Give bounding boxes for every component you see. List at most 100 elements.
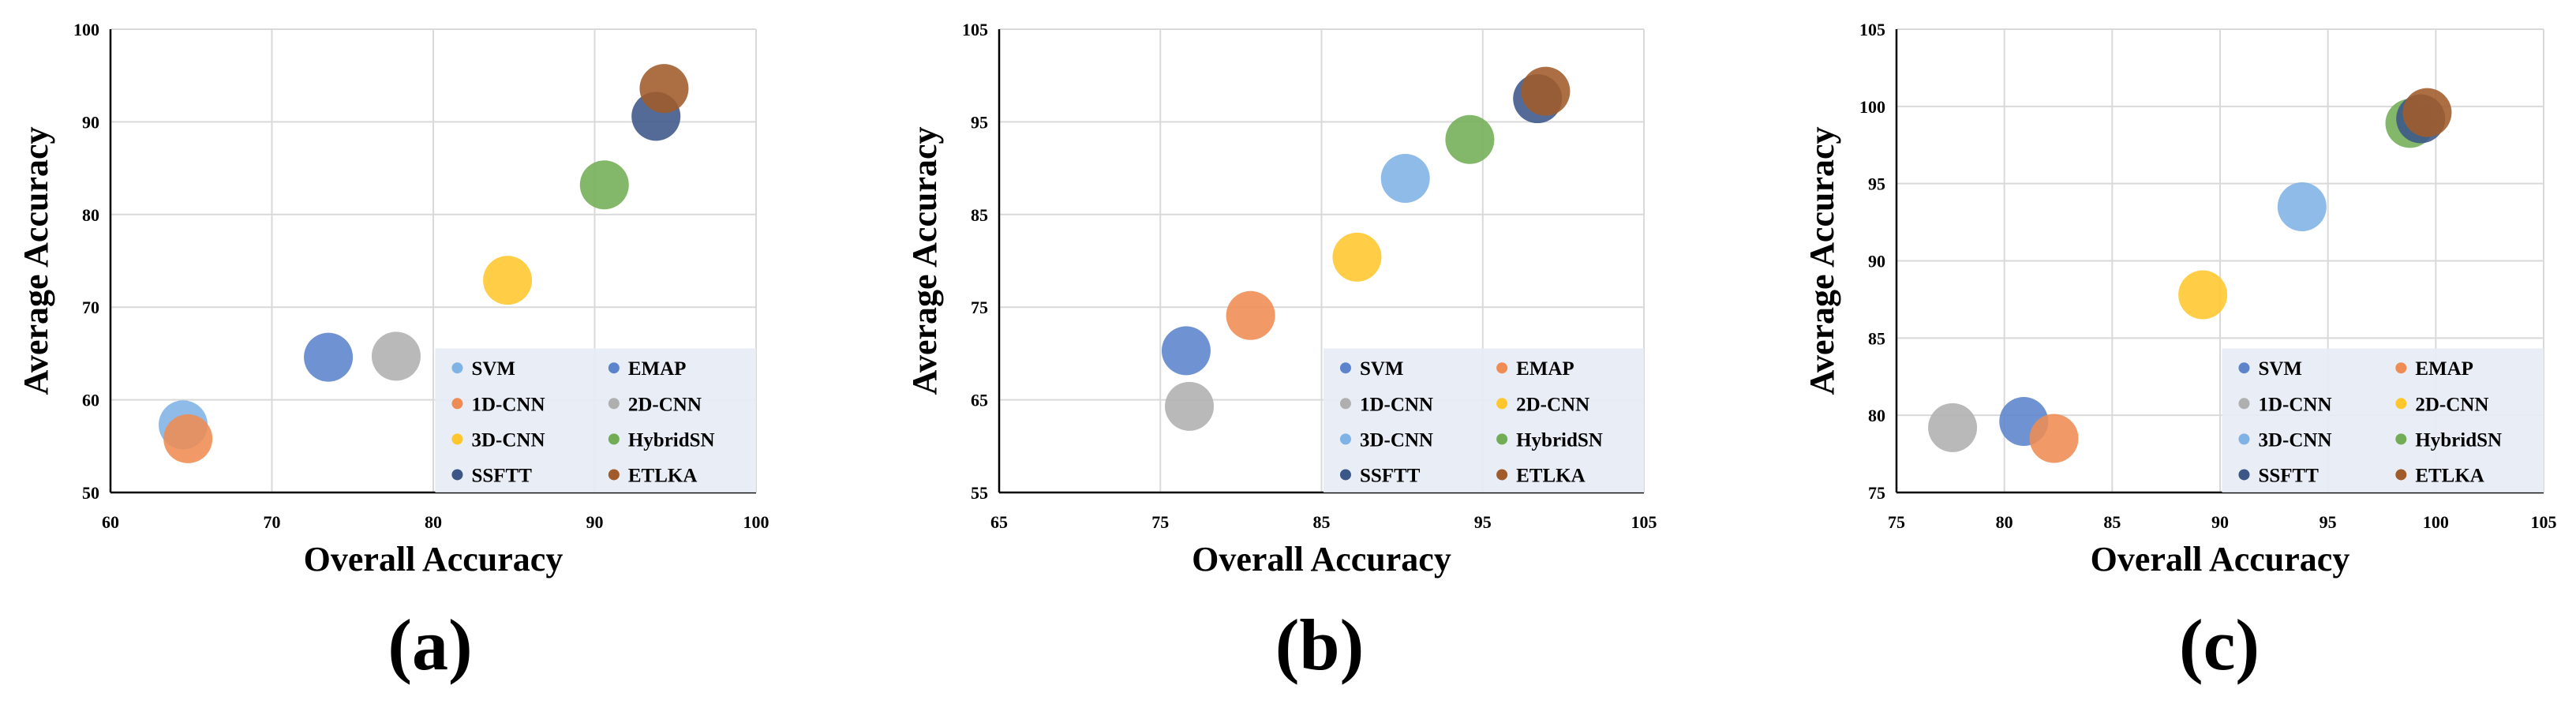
y-tick-label: 100 — [1859, 97, 1885, 117]
legend-label-svm: SVM — [1360, 358, 1404, 380]
data-point-etlka — [1521, 66, 1571, 116]
legend-marker-3d-cnn — [451, 433, 463, 445]
y-tick-label: 50 — [82, 483, 99, 503]
data-point-emap — [2029, 414, 2079, 463]
y-axis-title: Average Accuracy — [17, 126, 55, 395]
legend-marker-etlka — [1496, 469, 1508, 481]
x-axis-title: Overall Accuracy — [2091, 540, 2350, 579]
x-axis-title: Overall Accuracy — [304, 540, 564, 579]
data-point-3d-cnn — [2277, 182, 2327, 232]
legend-label-1d-cnn: 1D-CNN — [1360, 394, 1433, 415]
legend-marker-1d-cnn — [2238, 398, 2250, 410]
y-axis-title: Average Accuracy — [905, 126, 944, 395]
y-tick-label: 65 — [971, 391, 988, 410]
x-tick-label: 75 — [1151, 512, 1169, 532]
y-tick-label: 105 — [1859, 20, 1885, 39]
y-tick-label: 60 — [82, 391, 99, 410]
legend — [435, 348, 756, 492]
y-tick-label: 100 — [73, 20, 99, 39]
x-tick-label: 90 — [586, 512, 604, 532]
data-point-hybridsn — [579, 160, 629, 210]
x-tick-label: 100 — [743, 512, 769, 532]
legend-marker-ssftt — [451, 469, 463, 481]
y-tick-label: 95 — [1868, 174, 1885, 194]
legend-marker-hybridsn — [2395, 433, 2407, 445]
legend-label-2d-cnn: 2D-CNN — [1516, 394, 1589, 415]
x-tick-label: 105 — [1631, 512, 1657, 532]
y-tick-label: 105 — [962, 20, 988, 39]
legend-label-emap: EMAP — [1516, 358, 1574, 380]
data-point-2d-cnn — [371, 331, 421, 381]
legend — [1323, 348, 1644, 492]
legend-marker-3d-cnn — [2238, 433, 2250, 445]
legend-label-etlka: ETLKA — [2415, 465, 2484, 486]
legend-label-etlka: ETLKA — [628, 465, 698, 486]
legend-label-2d-cnn: 2D-CNN — [628, 394, 702, 415]
legend-label-1d-cnn: 1D-CNN — [2258, 394, 2331, 415]
data-point-emap — [1226, 290, 1275, 340]
x-axis-title: Overall Accuracy — [1192, 540, 1451, 579]
data-point-1d-cnn — [1165, 381, 1215, 431]
y-tick-label: 55 — [971, 483, 988, 503]
legend-label-hybridsn: HybridSN — [2415, 429, 2502, 451]
legend-marker-1d-cnn — [451, 398, 463, 410]
legend-label-emap: EMAP — [2415, 358, 2473, 380]
legend-label-ssftt: SSFTT — [471, 465, 532, 486]
data-point-1d-cnn — [163, 414, 213, 463]
legend-marker-emap — [608, 362, 620, 374]
legend-marker-emap — [2395, 362, 2407, 374]
y-tick-label: 85 — [1868, 328, 1885, 348]
data-point-1d-cnn — [1928, 403, 1978, 452]
panel-label: (a) — [388, 605, 472, 685]
panel-label: (b) — [1275, 605, 1364, 685]
legend-label-2d-cnn: 2D-CNN — [2415, 394, 2488, 415]
y-tick-label: 80 — [1868, 406, 1885, 425]
legend-marker-etlka — [2395, 469, 2407, 481]
data-point-2d-cnn — [2178, 270, 2228, 320]
legend-label-svm: SVM — [2258, 358, 2302, 380]
y-tick-label: 70 — [82, 298, 99, 317]
legend-label-hybridsn: HybridSN — [628, 429, 715, 451]
y-tick-label: 75 — [1868, 483, 1885, 503]
legend-marker-hybridsn — [608, 433, 620, 445]
data-point-emap — [304, 332, 354, 382]
x-tick-label: 65 — [990, 512, 1008, 532]
x-tick-label: 80 — [425, 512, 442, 532]
legend-label-1d-cnn: 1D-CNN — [471, 394, 545, 415]
data-point-3d-cnn — [1380, 154, 1430, 204]
legend — [2222, 348, 2544, 492]
legend-marker-ssftt — [2238, 469, 2250, 481]
y-tick-label: 90 — [1868, 252, 1885, 271]
x-tick-label: 80 — [1996, 512, 2013, 532]
legend-label-3d-cnn: 3D-CNN — [2258, 429, 2331, 451]
y-tick-label: 90 — [82, 112, 99, 132]
legend-marker-2d-cnn — [1496, 398, 1508, 410]
legend-marker-emap — [1496, 362, 1508, 374]
x-tick-label: 85 — [2103, 512, 2121, 532]
legend-marker-2d-cnn — [608, 398, 620, 410]
legend-marker-etlka — [608, 469, 620, 481]
legend-label-etlka: ETLKA — [1516, 465, 1586, 486]
x-tick-label: 100 — [2423, 512, 2449, 532]
y-tick-label: 95 — [971, 112, 988, 132]
legend-marker-hybridsn — [1496, 433, 1508, 445]
x-tick-label: 90 — [2211, 512, 2229, 532]
data-point-etlka — [639, 64, 689, 114]
legend-marker-3d-cnn — [1339, 433, 1351, 445]
legend-marker-svm — [2238, 362, 2250, 374]
legend-label-ssftt: SSFTT — [1360, 465, 1421, 486]
legend-marker-ssftt — [1339, 469, 1351, 481]
x-tick-label: 95 — [2320, 512, 2337, 532]
legend-label-hybridsn: HybridSN — [1516, 429, 1603, 451]
data-point-2d-cnn — [1332, 232, 1382, 282]
y-tick-label: 80 — [82, 205, 99, 225]
legend-label-3d-cnn: 3D-CNN — [1360, 429, 1433, 451]
chart-panel-2: 75 80 85 90 95 100 105 75 80 85 90 95 100 105 SVM EMAP 1… — [1803, 20, 2557, 685]
legend-marker-2d-cnn — [2395, 398, 2407, 410]
x-tick-label: 70 — [264, 512, 281, 532]
legend-marker-1d-cnn — [1339, 398, 1351, 410]
data-point-3d-cnn — [483, 256, 533, 305]
